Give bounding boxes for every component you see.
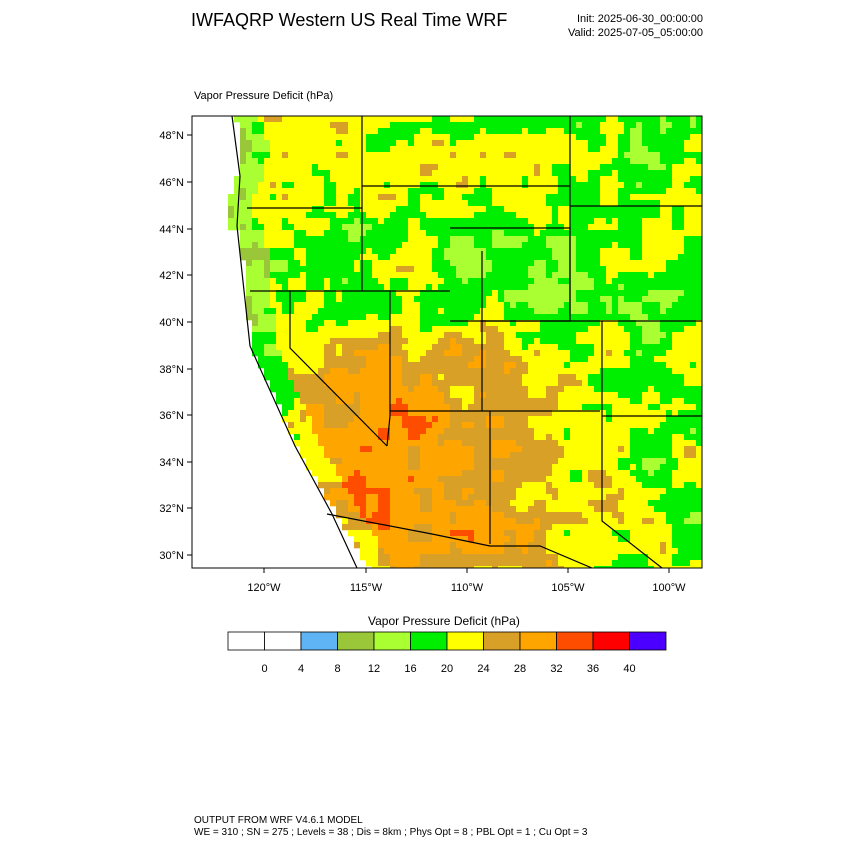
lat-label: 48°N <box>159 130 184 142</box>
colorbar-swatch <box>446 631 484 651</box>
colorbar-swatch <box>264 631 302 651</box>
lon-label: 105°W <box>551 582 585 594</box>
colorbar-swatch <box>592 631 630 651</box>
footer-config: WE = 310 ; SN = 275 ; Levels = 38 ; Dis … <box>194 827 588 838</box>
colorbar-swatch <box>519 631 557 651</box>
lon-label: 115°W <box>350 582 383 594</box>
colorbar-swatch <box>373 631 411 651</box>
colorbar-swatch <box>410 631 448 651</box>
colorbar-swatch <box>337 631 375 651</box>
colorbar-swatch <box>556 631 594 651</box>
lon-label: 100°W <box>652 582 686 594</box>
lat-label: 42°N <box>159 270 184 282</box>
field-label: Vapor Pressure Deficit (hPa) <box>194 90 334 102</box>
init-time: Init: 2025-06-30_00:00:00 <box>577 13 703 25</box>
lon-label: 110°W <box>451 582 484 594</box>
lat-label: 46°N <box>159 177 184 189</box>
colorbar-swatch <box>300 631 338 651</box>
colorbar-title: Vapor Pressure Deficit (hPa) <box>368 614 520 628</box>
colorbar-label: 28 <box>514 663 526 675</box>
state-borders <box>231 116 702 568</box>
footer-model: OUTPUT FROM WRF V4.6.1 MODEL <box>194 815 363 826</box>
colorbar-swatch <box>227 631 265 651</box>
latitude-labels: 48°N 46°N 44°N 42°N 40°N 38°N 36°N 34°N 32°N 30°N <box>159 130 192 562</box>
map-frame <box>191 115 703 569</box>
longitude-labels: 120°W 115°W 110°W 105°W 100°W <box>247 568 686 594</box>
colorbar: 0 4 8 12 16 20 24 28 32 36 40 <box>227 631 667 675</box>
colorbar-label: 12 <box>368 663 380 675</box>
lat-label: 32°N <box>159 503 184 515</box>
lat-label: 38°N <box>159 364 184 376</box>
lat-label: 34°N <box>159 457 184 469</box>
colorbar-label: 36 <box>587 663 599 675</box>
colorbar-label: 40 <box>623 663 635 675</box>
vpd-map: 48°N 46°N 44°N 42°N 40°N 38°N 36°N 34°N 32°N 30°N… <box>159 115 703 594</box>
colorbar-label: 4 <box>298 663 304 675</box>
lat-label: 40°N <box>159 317 184 329</box>
lat-label: 44°N <box>159 224 184 236</box>
colorbar-swatch <box>629 631 667 651</box>
lat-label: 30°N <box>159 550 184 562</box>
plot-title: IWFAQRP Western US Real Time WRF <box>191 10 508 30</box>
colorbar-label: 16 <box>404 663 416 675</box>
vpd-field <box>228 116 702 568</box>
colorbar-swatch <box>483 631 521 651</box>
colorbar-label: 0 <box>261 663 267 675</box>
colorbar-label: 24 <box>477 663 489 675</box>
lat-label: 36°N <box>159 410 184 422</box>
colorbar-label: 32 <box>550 663 562 675</box>
colorbar-label: 8 <box>334 663 340 675</box>
valid-time: Valid: 2025-07-05_05:00:00 <box>568 27 703 39</box>
colorbar-label: 20 <box>441 663 453 675</box>
lon-label: 120°W <box>247 582 281 594</box>
